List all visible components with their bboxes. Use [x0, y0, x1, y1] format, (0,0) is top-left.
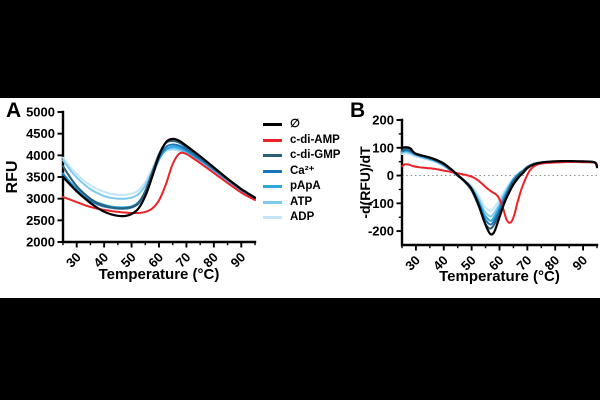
y-tick-label: 3500 [26, 170, 55, 185]
y-tick-label: 5000 [26, 105, 55, 120]
legend-label: ∅ [290, 118, 301, 130]
y-tick-label: 2000 [26, 235, 55, 250]
figure-band: A B 2000 2500 3000 3500 4000 4500 5000 30 40 50 60… [0, 98, 600, 298]
x-axis-title: Temperature (°C) [439, 268, 560, 285]
legend-line-swatch [263, 123, 282, 127]
y-tick-label: 4500 [26, 126, 55, 141]
x-axis-title: Temperature (°C) [99, 266, 220, 283]
axis-spines [400, 118, 599, 247]
y-tick-label: 4000 [26, 148, 55, 163]
legend-label: ATP [290, 195, 313, 208]
y-tick-label: -100 [368, 196, 394, 211]
legend-item: ADP [263, 210, 340, 226]
x-tick-label: 90 [569, 253, 590, 274]
legend-line-swatch [263, 216, 282, 220]
y-tick-label: -200 [368, 224, 394, 239]
y-tick-label: 2500 [26, 213, 55, 228]
series-line-c-di-AMP [62, 151, 256, 215]
y-tick-label: 100 [372, 140, 394, 155]
legend-item: c-di-AMP [263, 133, 340, 149]
legend-line-swatch [263, 200, 282, 204]
panel-a-label: A [6, 99, 22, 122]
x-tick-label: 30 [402, 253, 423, 274]
legend-item: Ca²⁺ [263, 164, 340, 180]
y-axis-title: RFU [4, 161, 21, 194]
legend-item: ∅ [263, 117, 340, 133]
legend-line-swatch [263, 185, 282, 189]
legend-item: pApA [263, 179, 340, 195]
x-tick-label: 90 [228, 250, 249, 271]
legend-label: ADP [290, 211, 315, 223]
x-tick-label: 30 [63, 250, 84, 271]
legend-item: ATP [263, 195, 340, 211]
series-group [400, 146, 599, 236]
legend-item: c-di-GMP [263, 148, 340, 164]
legend: ∅ c-di-AMP c-di-GMP Ca²⁺ pApA ATP ADP [263, 117, 340, 226]
y-tick-label: 0 [387, 168, 394, 183]
series-group [61, 137, 257, 218]
legend-label: c-di-AMP [290, 133, 340, 146]
legend-label: pApA [290, 180, 321, 192]
y-axis-title: -d(RFU)/dT [357, 146, 373, 219]
legend-label: Ca²⁺ [290, 164, 315, 177]
series-line-∅ [400, 146, 599, 236]
panel-b-label: B [350, 99, 366, 122]
legend-line-swatch [263, 138, 282, 142]
series-line-∅ [61, 137, 257, 218]
legend-line-swatch [263, 154, 282, 158]
y-tick-label: 200 [372, 113, 394, 128]
series-line-c-di-GMP [62, 140, 256, 210]
legend-line-swatch [263, 169, 282, 173]
legend-label: c-di-GMP [290, 149, 341, 161]
y-tick-label: 3000 [26, 191, 55, 206]
